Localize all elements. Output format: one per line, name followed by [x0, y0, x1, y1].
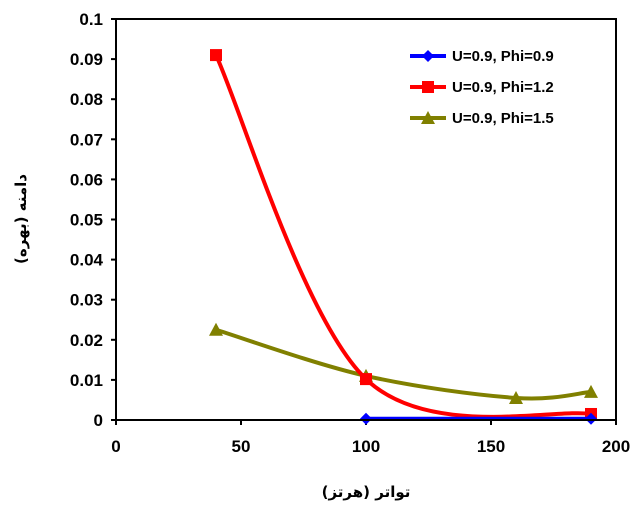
legend-label: U=0.9, Phi=1.2 — [452, 79, 554, 96]
y-tick-label: 0.08 — [70, 90, 103, 109]
y-axis-title: دامنه (بهره) — [12, 174, 30, 264]
y-tick-label: 0.04 — [70, 251, 104, 270]
y-tick-label: 0.01 — [70, 371, 103, 390]
y-tick-label: 0.06 — [70, 170, 103, 189]
series-line — [214, 327, 593, 401]
y-tick-label: 0 — [94, 411, 103, 430]
data-point — [209, 322, 223, 336]
x-ticks: 0 50 100 150 200 — [111, 420, 630, 456]
data-point — [360, 412, 372, 425]
x-axis-title: تواتر (هرتز) — [322, 483, 411, 501]
plot-area-frame — [115, 18, 617, 421]
y-tick-label: 0.03 — [70, 291, 103, 310]
y-ticks: 0 0.01 0.02 0.03 0.04 0.05 0.06 0.07 0.08 0.09 0.1 — [70, 10, 116, 430]
x-tick-label: 100 — [352, 437, 380, 456]
series-1 — [360, 412, 597, 425]
y-tick-label: 0.09 — [70, 50, 103, 69]
x-tick-label: 150 — [477, 437, 505, 456]
y-tick-label: 0.05 — [70, 211, 103, 230]
legend: U=0.9, Phi=0.9 U=0.9, Phi=1.2 U=0.9, Phi=1… — [410, 48, 554, 127]
legend-marker — [422, 50, 434, 62]
y-tick-label: 0.02 — [70, 331, 103, 350]
data-point — [360, 373, 372, 386]
legend-label: U=0.9, Phi=1.5 — [452, 110, 554, 127]
x-tick-label: 50 — [232, 437, 251, 456]
y-tick-label: 0.07 — [70, 130, 103, 149]
data-point — [210, 49, 222, 62]
data-point — [585, 412, 597, 425]
series-layer — [209, 49, 598, 425]
series-2 — [210, 49, 597, 420]
legend-marker — [421, 111, 435, 124]
y-tick-label: 0.1 — [79, 10, 103, 29]
x-tick-label: 200 — [602, 437, 630, 456]
legend-marker — [422, 81, 434, 93]
x-tick-label: 0 — [111, 437, 120, 456]
legend-label: U=0.9, Phi=0.9 — [452, 48, 554, 65]
series-3 — [209, 322, 598, 404]
data-point — [509, 390, 523, 404]
data-point — [584, 384, 598, 398]
series-line — [214, 53, 593, 419]
